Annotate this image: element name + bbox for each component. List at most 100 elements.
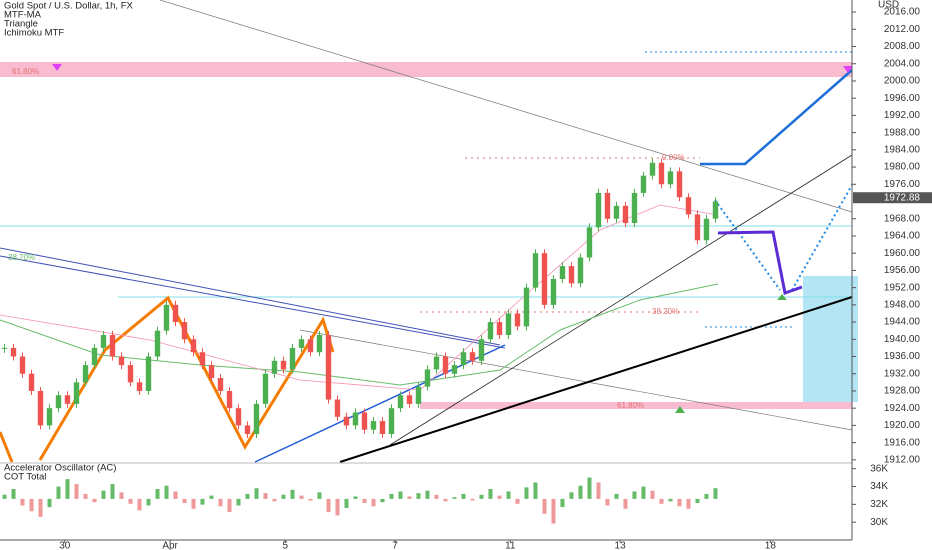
- oscillator-bar: [20, 498, 25, 506]
- y-tick-label: 2008.00: [884, 41, 921, 52]
- candle: [19, 356, 26, 374]
- arrow-down: [52, 64, 62, 71]
- oscillator-bar: [632, 491, 637, 499]
- candle: [568, 266, 575, 284]
- candle: [100, 334, 107, 348]
- y-tick-label: 1996.00: [884, 93, 921, 104]
- fib-label: 0.00%: [662, 153, 685, 162]
- candle: [406, 395, 413, 404]
- y-tick-label: 1952.00: [884, 282, 921, 293]
- candle: [271, 360, 278, 374]
- candle: [163, 304, 170, 331]
- candle: [460, 352, 467, 366]
- arrow-up: [675, 406, 685, 413]
- candle: [613, 205, 620, 219]
- oscillator-bar: [56, 486, 61, 499]
- moving-average: [0, 204, 719, 391]
- candle: [469, 352, 476, 361]
- candle: [487, 322, 494, 340]
- pane-title: COT Total: [4, 472, 46, 483]
- y-tick-label: 1984.00: [884, 144, 921, 155]
- candle: [1, 347, 8, 349]
- oscillator-bar: [677, 498, 682, 507]
- x-tick-label: 13: [615, 541, 627, 550]
- candle: [505, 313, 512, 335]
- oscillator-bar: [515, 498, 520, 504]
- oscillator-bar: [416, 493, 421, 499]
- oscillator-bar: [2, 494, 7, 499]
- candle: [253, 403, 260, 435]
- y-tick-label: 1992.00: [884, 110, 921, 121]
- oscillator-bar: [326, 498, 331, 513]
- oscillator-bar: [182, 498, 187, 503]
- y-tick-label: 2016.00: [884, 7, 921, 18]
- y-tick-label: 1944.00: [884, 317, 921, 328]
- candle: [685, 197, 692, 215]
- candle: [604, 192, 611, 219]
- candle: [37, 390, 44, 426]
- candle: [208, 365, 215, 379]
- candle: [154, 330, 161, 357]
- candle: [316, 334, 323, 353]
- candle: [667, 171, 674, 185]
- candle: [199, 352, 206, 366]
- y2-tick-label: 30K: [870, 517, 888, 528]
- oscillator-bar: [227, 498, 232, 513]
- oscillator-bar: [641, 486, 646, 499]
- x-tick-label: 30: [59, 541, 71, 550]
- candle: [595, 192, 602, 228]
- candle: [172, 304, 179, 323]
- y-tick-label: 1940.00: [884, 334, 921, 345]
- fib-label: 38.20%: [8, 253, 35, 262]
- projection: [714, 199, 781, 291]
- y-tick-label: 1920.00: [884, 420, 921, 431]
- oscillator-bar: [155, 489, 160, 499]
- oscillator-bar: [290, 489, 295, 499]
- candle: [244, 425, 251, 435]
- trend-line: [159, 0, 853, 213]
- indicator-name: MTF-MA: [4, 10, 42, 21]
- candle: [703, 218, 710, 241]
- oscillator-bar: [173, 491, 178, 499]
- oscillator-bar: [551, 498, 556, 524]
- candle: [442, 356, 449, 374]
- candle: [496, 322, 503, 335]
- oscillator-bar: [245, 493, 250, 499]
- y-tick-label: 1948.00: [884, 299, 921, 310]
- candle: [424, 369, 431, 387]
- arrow-down: [843, 66, 853, 73]
- trend-line: [339, 296, 853, 463]
- candle: [451, 365, 458, 374]
- oscillator-bar: [506, 491, 511, 499]
- oscillator-bar: [389, 493, 394, 499]
- candle: [388, 408, 395, 435]
- candle: [334, 399, 341, 417]
- candle: [226, 390, 233, 409]
- x-tick-label: 7: [392, 541, 398, 550]
- candle: [433, 356, 440, 370]
- oscillator-bar: [434, 494, 439, 499]
- x-tick-label: 11: [505, 541, 516, 550]
- candle: [55, 395, 62, 409]
- oscillator-bar: [200, 498, 205, 505]
- oscillator-bar: [317, 492, 322, 499]
- oscillator-bar: [236, 498, 241, 506]
- oscillator-bar: [614, 493, 619, 499]
- candle: [343, 416, 350, 426]
- oscillator-bar: [587, 477, 592, 499]
- oscillator-bar: [308, 498, 313, 501]
- moving-average: [0, 283, 719, 386]
- trend-line: [299, 329, 853, 431]
- oscillator-bar: [281, 494, 286, 499]
- oscillator-bar: [425, 490, 430, 499]
- candle: [307, 339, 314, 353]
- candle: [694, 214, 701, 241]
- candle: [415, 386, 422, 404]
- oscillator-bar: [218, 498, 223, 507]
- y-tick-label: 1980.00: [884, 162, 921, 173]
- candle: [109, 334, 116, 357]
- oscillator-bar: [623, 498, 628, 509]
- candle: [514, 313, 521, 327]
- oscillator-bar: [47, 498, 52, 508]
- x-tick-label: Apr: [162, 541, 178, 550]
